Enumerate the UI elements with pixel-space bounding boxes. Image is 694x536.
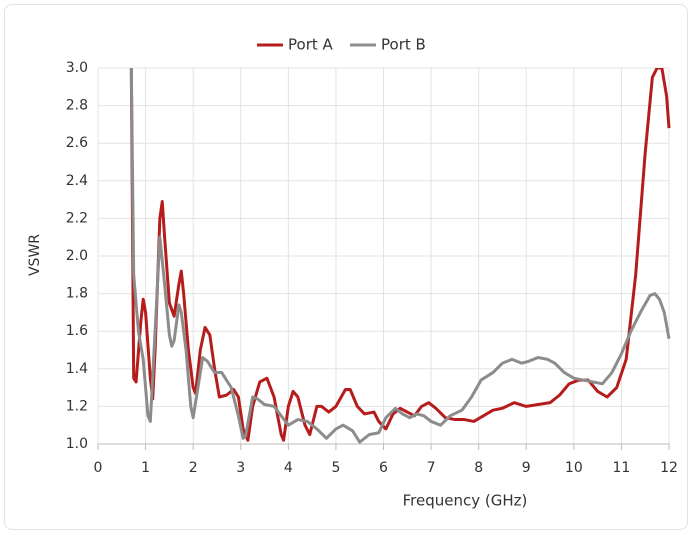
y-tick-label: 1.4 bbox=[66, 361, 88, 377]
y-tick-label: 2.8 bbox=[66, 98, 88, 114]
y-tick-label: 1.6 bbox=[66, 323, 88, 339]
y-tick-label: 2.2 bbox=[66, 210, 88, 226]
chart-card: Frequency (GHz) VSWR 1.0 1.2 1.4 1.6 1.8 2.0 2… bbox=[4, 4, 688, 530]
legend-label: Port A bbox=[288, 36, 334, 54]
x-tick-label: 4 bbox=[284, 460, 293, 476]
x-tick-label: 2 bbox=[189, 460, 198, 476]
x-tick-label: 6 bbox=[379, 460, 388, 476]
x-tick-label: 10 bbox=[565, 460, 583, 476]
y-tick-label: 3.0 bbox=[66, 60, 88, 76]
x-tick-label: 8 bbox=[474, 460, 483, 476]
x-tick-label: 3 bbox=[236, 460, 245, 476]
y-tick-label: 2.0 bbox=[66, 248, 88, 264]
y-tick-label: 2.4 bbox=[66, 173, 88, 189]
y-tick-label: 2.6 bbox=[66, 135, 88, 151]
series-line bbox=[129, 68, 671, 444]
chart: Frequency (GHz) VSWR 1.0 1.2 1.4 1.6 1.8 2.0 2… bbox=[27, 36, 678, 510]
x-tick-label: 5 bbox=[331, 460, 340, 476]
x-tick-label: 9 bbox=[522, 460, 531, 476]
y-tick-label: 1.2 bbox=[66, 398, 88, 414]
y-tick-label: 1.0 bbox=[66, 436, 88, 452]
x-axis-label: Frequency (GHz) bbox=[403, 492, 528, 510]
y-tick-label: 1.8 bbox=[66, 286, 88, 302]
x-tick-label: 1 bbox=[141, 460, 150, 476]
x-tick-label: 12 bbox=[660, 460, 678, 476]
y-axis-label: VSWR bbox=[27, 234, 43, 276]
x-tick-label: 0 bbox=[94, 460, 103, 476]
series-line bbox=[129, 68, 671, 442]
x-tick-label: 7 bbox=[427, 460, 436, 476]
legend-label: Port B bbox=[381, 36, 426, 54]
x-tick-label: 11 bbox=[613, 460, 631, 476]
